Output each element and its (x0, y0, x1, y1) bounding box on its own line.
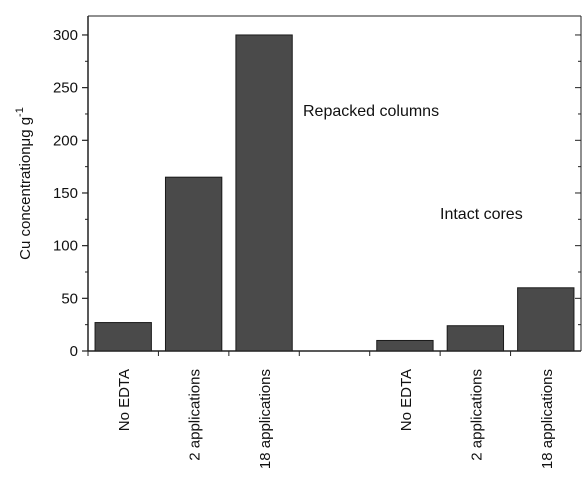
x-category-label: No EDTA (116, 369, 133, 431)
x-category-label: 18 applications (257, 369, 274, 469)
y-axis-label-exponent: -1 (14, 107, 26, 117)
bar (376, 339, 434, 352)
bar (235, 34, 293, 352)
x-category-label: 2 applications (187, 369, 204, 461)
y-axis-label: Cu concentrationμg g-1 (14, 107, 34, 260)
bar (446, 325, 505, 352)
y-tick-label: 300 (53, 27, 78, 44)
bar (164, 176, 223, 352)
annotation-repacked-columns: Repacked columns (303, 103, 439, 120)
y-tick-label: 100 (53, 238, 78, 255)
x-labels: No EDTA 2 applications 18 applications No E… (87, 351, 556, 469)
bar (517, 287, 575, 352)
y-tick-label: 0 (70, 343, 78, 360)
y-axis-label-unit: μg g (17, 117, 34, 147)
y-ticks: 0 50 100 150 200 250 300 (53, 27, 581, 360)
x-category-label: No EDTA (398, 369, 415, 431)
y-tick-label: 200 (53, 132, 78, 149)
y-tick-label: 50 (61, 290, 78, 307)
annotation-intact-cores: Intact cores (440, 206, 523, 223)
y-tick-label: 150 (53, 185, 78, 202)
x-category-label: 2 applications (468, 369, 485, 461)
y-tick-label: 250 (53, 80, 78, 97)
bars (94, 34, 575, 352)
x-category-label: 18 applications (539, 369, 556, 469)
bar (94, 322, 152, 352)
y-axis-label-text: Cu concentration (17, 146, 34, 259)
axes (87, 15, 582, 352)
